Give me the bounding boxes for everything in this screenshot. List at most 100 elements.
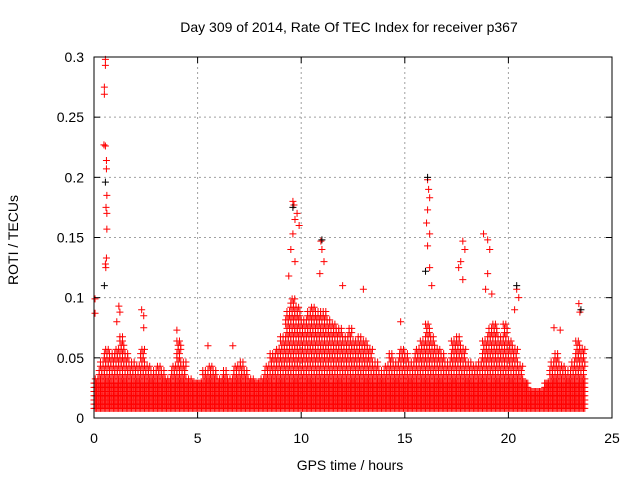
dense-point — [462, 345, 470, 353]
red-point — [461, 246, 469, 254]
red-point — [316, 270, 324, 278]
dense-point — [141, 345, 149, 353]
dense-point — [118, 333, 126, 341]
red-point — [486, 246, 494, 254]
dense-point — [436, 345, 444, 353]
red-point — [457, 258, 465, 266]
dense-point — [120, 341, 128, 349]
y-tick-label: 0 — [76, 410, 84, 426]
red-point — [116, 308, 124, 316]
dense-point — [357, 333, 365, 341]
dense-point — [348, 324, 356, 332]
x-tick-label: 0 — [90, 430, 98, 446]
x-tick-label: 15 — [397, 430, 413, 446]
red-point — [91, 309, 99, 317]
dense-point — [295, 303, 303, 311]
red-point — [459, 276, 467, 284]
dense-point — [182, 358, 190, 366]
red-point — [103, 225, 111, 233]
x-tick-label: 25 — [604, 430, 620, 446]
x-axis-label: GPS time / hours — [297, 457, 404, 473]
dense-point — [222, 366, 230, 374]
dense-point — [337, 324, 345, 332]
dense-point — [368, 345, 376, 353]
red-point — [103, 209, 111, 217]
red-point — [459, 237, 467, 245]
dense-point — [331, 320, 339, 328]
y-tick-label: 0.25 — [57, 109, 84, 125]
red-point — [291, 258, 299, 266]
dense-point — [513, 358, 521, 366]
red-point — [550, 324, 558, 332]
y-tick-label: 0.1 — [65, 290, 85, 306]
red-point — [91, 295, 99, 303]
red-point — [556, 326, 564, 334]
dense-point — [124, 350, 132, 358]
red-point — [426, 264, 434, 272]
red-point — [289, 197, 297, 205]
data-points — [90, 55, 589, 412]
dense-point — [502, 320, 510, 328]
red-point — [425, 185, 433, 193]
dense-point — [424, 320, 432, 328]
red-point — [423, 219, 431, 227]
dense-point — [524, 379, 532, 387]
dense-point — [493, 324, 501, 332]
dense-point — [322, 308, 330, 316]
y-axis-label: ROTI / TECUs — [5, 195, 21, 285]
dense-point — [177, 341, 185, 349]
dense-point — [374, 358, 382, 366]
dense-point — [519, 375, 527, 383]
red-point — [428, 282, 436, 290]
red-point — [575, 300, 583, 308]
red-point — [480, 230, 488, 238]
red-point — [102, 203, 110, 211]
red-point — [318, 246, 326, 254]
dense-point — [208, 362, 216, 370]
red-point — [102, 156, 110, 164]
dense-point — [388, 350, 396, 358]
y-tick-label: 0.15 — [57, 230, 84, 246]
dense-point — [455, 333, 463, 341]
y-tick-label: 0.2 — [65, 169, 85, 185]
dense-point — [467, 358, 475, 366]
red-point — [515, 294, 523, 302]
dense-point — [104, 345, 112, 353]
red-point — [484, 270, 492, 278]
dense-point — [139, 350, 147, 358]
dense-point — [431, 341, 439, 349]
red-point — [291, 215, 299, 223]
dense-point — [440, 350, 448, 358]
dense-point — [156, 362, 164, 370]
dense-point — [187, 375, 195, 383]
dense-point — [513, 345, 521, 353]
red-point — [488, 290, 496, 298]
x-tick-label: 10 — [293, 430, 309, 446]
dense-point — [175, 350, 183, 358]
red-point — [320, 258, 328, 266]
red-point — [287, 246, 295, 254]
dense-point — [291, 295, 299, 303]
red-point — [317, 237, 325, 245]
x-tick-label: 20 — [501, 430, 517, 446]
dense-point — [403, 350, 411, 358]
red-point — [100, 90, 108, 98]
red-point — [138, 306, 146, 314]
chart-title: Day 309 of 2014, Rate Of TEC Index for r… — [180, 19, 518, 35]
red-point — [115, 302, 123, 310]
red-point — [102, 254, 110, 262]
black-point — [100, 282, 108, 290]
y-tick-label: 0.05 — [57, 350, 84, 366]
red-point — [101, 61, 109, 69]
dense-point — [243, 366, 251, 374]
red-point — [482, 285, 490, 293]
dense-point — [296, 308, 304, 316]
red-point — [102, 264, 110, 272]
dense-point — [460, 350, 468, 358]
red-point — [173, 326, 181, 334]
x-tick-label: 5 — [194, 430, 202, 446]
red-point — [426, 194, 434, 202]
dense-point — [400, 345, 408, 353]
dense-point — [456, 341, 464, 349]
